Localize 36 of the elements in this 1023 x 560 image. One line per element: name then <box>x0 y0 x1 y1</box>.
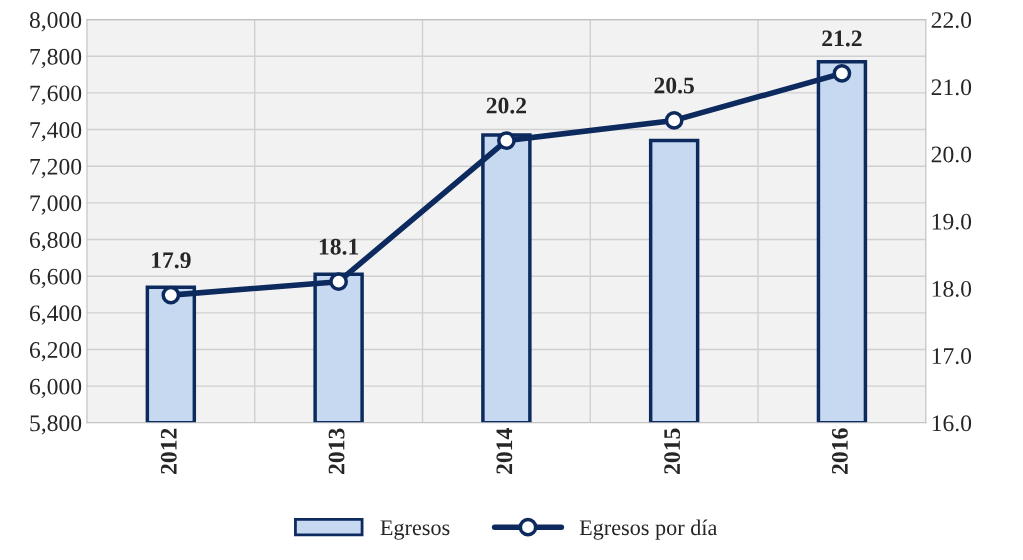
y2-tick-label: 18.0 <box>932 280 972 297</box>
y2-tick-label: 17.0 <box>932 348 972 365</box>
y-tick-label: 8,000 <box>29 12 82 32</box>
y-tick-label: 6,400 <box>29 305 82 325</box>
y2-tick-label: 16.0 <box>932 415 972 432</box>
y2-tick-label: 21.0 <box>931 79 972 96</box>
y-tick-label: 7,000 <box>30 195 82 215</box>
point <box>832 63 852 83</box>
data-label: 17.9 <box>152 252 191 269</box>
y-tick-label: 7,800 <box>30 48 82 69</box>
x-tick-label: 2013 <box>328 428 345 474</box>
x-tick-label: 2012 <box>160 428 177 474</box>
y-tick-label: 7,200 <box>30 158 82 179</box>
data-label: 20.2 <box>486 97 527 114</box>
point <box>664 111 684 130</box>
point <box>497 131 516 150</box>
point <box>161 285 181 305</box>
legend-label: Egresos <box>380 520 450 540</box>
data-label: 18.1 <box>319 238 359 255</box>
y-tick-label: 6,200 <box>29 341 82 362</box>
y2-tick-label: 20.0 <box>931 146 972 163</box>
y-tick-label: 6,000 <box>29 378 82 398</box>
legend-label: Egresos por día <box>579 519 718 540</box>
data-label: 21.2 <box>822 30 862 47</box>
y-tick-label: 6,600 <box>29 268 82 288</box>
y2-tick-label: 19.0 <box>932 213 972 230</box>
x-tick-label: 2015 <box>664 428 681 474</box>
y2-tick-label: 22.0 <box>931 12 972 29</box>
y-tick-label: 7,600 <box>30 85 82 105</box>
data-label: 20.5 <box>654 77 694 94</box>
y-tick-label: 5,800 <box>30 415 82 435</box>
x-tick-label: 2014 <box>496 428 513 474</box>
y-tick-label: 7,400 <box>30 122 82 142</box>
y-tick-label: 6,800 <box>29 232 82 252</box>
x-tick-label: 2016 <box>831 428 848 474</box>
point <box>329 272 348 292</box>
